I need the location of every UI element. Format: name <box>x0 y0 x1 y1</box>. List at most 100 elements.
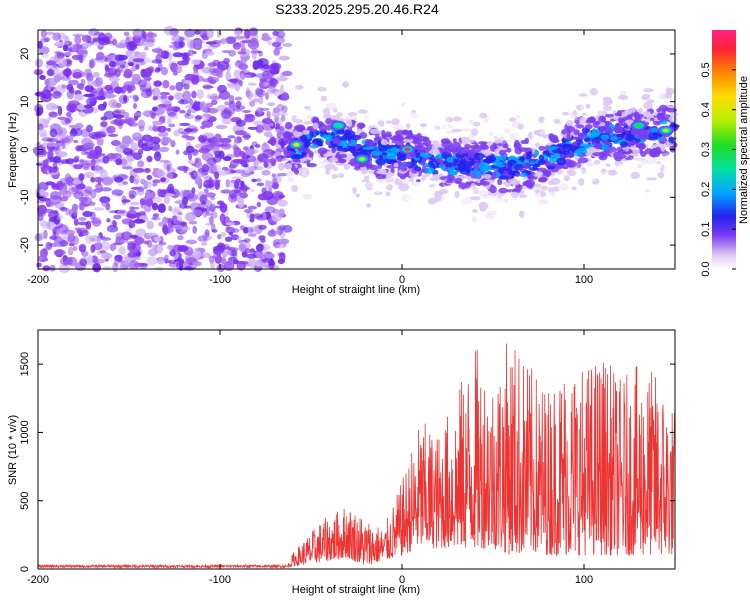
heatmap-cell <box>45 31 56 35</box>
heatmap-cell <box>489 185 497 194</box>
heatmap-cell <box>502 140 507 149</box>
heatmap-cell <box>625 134 635 142</box>
heatmap-cell <box>146 256 158 266</box>
heatmap-cell <box>540 177 548 183</box>
heatmap-cell <box>205 41 217 45</box>
heatmap-cell <box>534 189 540 194</box>
heatmap-cell <box>104 84 113 91</box>
heatmap-cell <box>373 137 383 141</box>
heatmap-cell <box>263 161 269 169</box>
heatmap-cell <box>120 157 133 162</box>
heatmap-cell <box>225 179 230 188</box>
heatmap-cell <box>153 236 162 242</box>
heatmap-cell <box>621 111 628 117</box>
heatmap-cell <box>126 41 138 51</box>
heatmap-cell <box>656 108 662 113</box>
heatmap-cell <box>247 82 257 86</box>
heatmap-cell <box>466 149 476 155</box>
heatmap-cell <box>429 124 439 132</box>
heatmap-cell <box>488 194 495 201</box>
heatmap-cell <box>234 42 241 47</box>
heatmap-cell <box>203 208 208 219</box>
heatmap-cell <box>398 183 410 192</box>
heatmap-cell <box>284 131 291 139</box>
heatmap-cell <box>162 225 169 236</box>
heatmap-cell <box>88 59 94 69</box>
heatmap-cell <box>187 168 196 172</box>
heatmap-cell <box>408 177 415 182</box>
heatmap-cell <box>129 249 139 254</box>
heatmap-cell <box>479 205 487 212</box>
heatmap-cell <box>166 127 171 132</box>
heatmap-cell <box>206 94 212 99</box>
heatmap-cell <box>588 175 596 183</box>
heatmap-cell <box>114 254 123 262</box>
heatmap-cell <box>115 158 123 166</box>
heatmap-cell <box>109 60 116 68</box>
heatmap-cell <box>243 74 252 79</box>
heatmap-cell <box>278 162 285 171</box>
heatmap-cell <box>379 169 387 174</box>
heatmap-cell <box>359 113 369 121</box>
heatmap-cell <box>57 214 64 221</box>
heatmap-cell <box>412 189 420 198</box>
heatmap-cell <box>303 106 312 110</box>
heatmap-cell <box>248 233 257 237</box>
heatmap-cell <box>292 173 297 178</box>
heatmap-cell <box>595 106 605 112</box>
heatmap-cell <box>68 242 75 247</box>
heatmap-cell <box>235 61 243 67</box>
heatmap-cell <box>34 92 43 96</box>
heatmap-cell <box>528 131 533 140</box>
heatmap-cell <box>297 167 309 172</box>
heatmap-cell <box>526 182 534 189</box>
heatmap-cell <box>251 48 258 54</box>
heatmap-cell <box>52 32 61 41</box>
snr-x-ticks: -200 -100 0 100 <box>27 330 593 586</box>
heatmap-cell <box>540 190 546 198</box>
heatmap-cell <box>61 84 66 89</box>
heatmap-cell <box>185 136 196 141</box>
heatmap-cell <box>275 37 286 44</box>
heatmap-cell <box>95 87 101 91</box>
heatmap-cell <box>204 188 209 194</box>
heatmap-cell <box>59 240 69 247</box>
heatmap-cell <box>328 157 339 163</box>
heatmap-cell <box>385 172 391 180</box>
chart-title: S233.2025.295.20.46.R24 <box>275 1 439 17</box>
heatmap-cell <box>649 127 659 133</box>
heatmap-cell <box>169 249 176 257</box>
heatmap-cell <box>422 139 432 146</box>
heatmap-cell <box>153 80 162 87</box>
heatmap-cell <box>127 251 137 258</box>
heatmap-cell <box>225 71 231 81</box>
heatmap-cell <box>255 178 262 182</box>
heatmap-cell <box>643 88 654 93</box>
heatmap-cell <box>86 72 92 77</box>
heatmap-cell <box>366 114 374 123</box>
heatmap-cell <box>292 158 301 163</box>
heatmap-cell <box>269 136 277 146</box>
heatmap-cell <box>74 93 84 101</box>
heatmap-cell <box>117 209 128 217</box>
heatmap-cell <box>236 261 246 271</box>
heatmap-cell <box>656 112 665 119</box>
heatmap-cell <box>115 59 127 67</box>
heatmap-cell <box>538 116 545 123</box>
heatmap-cell <box>637 113 645 118</box>
heatmap-cell <box>247 126 258 130</box>
heatmap-cell <box>273 48 281 56</box>
heatmap-cell <box>276 225 284 236</box>
heatmap-cell <box>261 32 269 40</box>
heatmap-cell <box>510 191 520 198</box>
heatmap-cell <box>232 159 245 164</box>
heatmap-cell <box>333 137 338 144</box>
heatmap-cell <box>132 94 139 103</box>
heatmap-cell <box>177 245 189 252</box>
heatmap-cell <box>420 175 427 182</box>
heatmap-cell <box>254 111 259 117</box>
heatmap-cell <box>650 79 661 84</box>
heatmap-cell <box>121 231 133 241</box>
heatmap-cell <box>267 229 277 237</box>
heatmap-cell <box>147 31 154 39</box>
